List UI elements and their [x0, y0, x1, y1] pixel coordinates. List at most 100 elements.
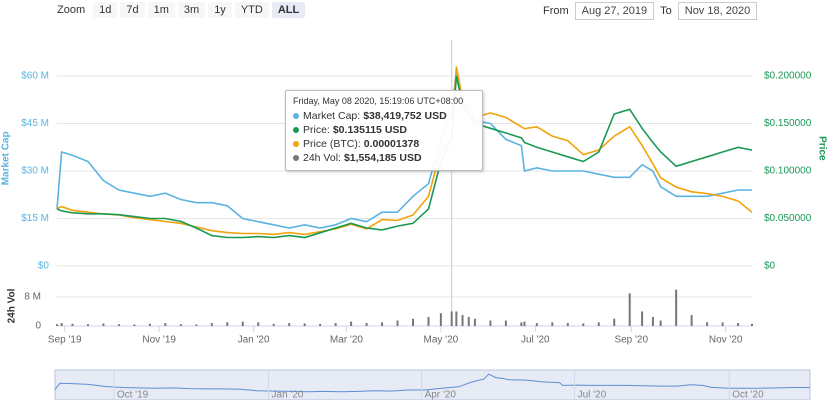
- volume-bar: [179, 324, 182, 326]
- volume-bar: [226, 322, 229, 326]
- volume-bar: [489, 320, 492, 326]
- x-tick-label: Jul '20: [521, 335, 550, 346]
- navigator-label: Jan '20: [272, 390, 304, 400]
- tooltip-row: Price (BTC): 0.00001378: [293, 137, 475, 151]
- vol-tick-label: 8 M: [24, 292, 41, 303]
- volume-bar: [461, 315, 464, 326]
- volume-bar: [241, 321, 244, 326]
- y-tick-label: $0: [38, 261, 50, 272]
- navigator-label: Apr '20: [425, 390, 457, 400]
- volume-bar: [455, 311, 458, 326]
- navigator-label: Jul '20: [578, 390, 607, 400]
- y-tick-label: $60 M: [21, 71, 49, 82]
- volume-bar: [597, 322, 600, 326]
- volume-bar: [613, 318, 616, 326]
- tooltip-name: Market Cap:: [303, 110, 361, 122]
- volume-bar: [721, 322, 724, 326]
- volume-bar: [628, 293, 631, 326]
- zoom-button[interactable]: ALL: [271, 2, 306, 18]
- to-label: To: [660, 5, 672, 17]
- navigator-label: Oct '20: [732, 390, 764, 400]
- volume-bar: [551, 322, 554, 326]
- volume-bar: [56, 324, 58, 326]
- volume-bar: [504, 320, 507, 326]
- volume-bar: [473, 318, 476, 326]
- tooltip-dot: [293, 155, 299, 161]
- zoom-button[interactable]: 1y: [208, 2, 232, 18]
- volume-bar: [71, 323, 74, 326]
- y2-tick-label: $0.100000: [764, 166, 812, 177]
- tooltip-value: 0.00001378: [363, 138, 420, 150]
- volume-bar: [350, 321, 353, 326]
- series-line: [56, 66, 753, 236]
- volume-bar: [381, 322, 384, 326]
- y2-tick-label: $0.200000: [764, 71, 812, 82]
- volume-bar: [133, 324, 136, 326]
- tooltip-dot: [293, 113, 299, 119]
- volume-bar: [164, 323, 167, 326]
- volume-bar: [210, 323, 213, 326]
- tooltip-name: Price (BTC):: [303, 138, 361, 150]
- volume-bar: [582, 323, 585, 326]
- y-axis-title: Market Cap: [1, 131, 12, 185]
- navigator-label: Oct '19: [117, 390, 149, 400]
- y-tick-label: $45 M: [21, 118, 49, 129]
- tooltip-name: 24h Vol:: [303, 152, 341, 164]
- volume-bar: [535, 323, 538, 326]
- volume-bar: [334, 323, 337, 326]
- tooltip-row: Market Cap: $38,419,752 USD: [293, 109, 475, 123]
- volume-bar: [520, 322, 523, 326]
- tooltip-dot: [293, 127, 299, 133]
- volume-bar: [467, 316, 470, 326]
- tooltip: Friday, May 08 2020, 15:19:06 UTC+08:00 …: [285, 90, 483, 171]
- y2-tick-label: $0: [764, 261, 776, 272]
- vol-axis-title: 24h Vol: [7, 288, 18, 323]
- volume-bar: [288, 323, 291, 326]
- zoom-buttons: 1d 7d 1m 3m 1y YTD ALL: [93, 2, 308, 18]
- x-tick-label: Sep '19: [48, 335, 82, 346]
- tooltip-value: $0.135115 USD: [332, 124, 407, 136]
- x-tick-label: May '20: [424, 335, 459, 346]
- volume-bar: [303, 323, 306, 326]
- volume-bar: [117, 324, 120, 326]
- y2-tick-label: $0.150000: [764, 118, 812, 129]
- volume-bar: [523, 321, 526, 326]
- volume-bar: [412, 318, 415, 326]
- zoom-button[interactable]: 1d: [93, 2, 118, 18]
- zoom-button[interactable]: 3m: [177, 2, 206, 18]
- y2-tick-label: $0.050000: [764, 213, 812, 224]
- volume-bar: [651, 316, 654, 326]
- x-tick-label: Nov '19: [142, 335, 176, 346]
- from-input[interactable]: Aug 27, 2019: [574, 2, 655, 20]
- volume-bar: [319, 323, 322, 326]
- to-input[interactable]: Nov 18, 2020: [677, 2, 758, 20]
- volume-bar: [365, 323, 368, 326]
- volume-bar: [706, 322, 709, 326]
- y-tick-label: $30 M: [21, 166, 49, 177]
- volume-bar: [641, 311, 644, 326]
- zoom-button[interactable]: YTD: [234, 2, 269, 18]
- tooltip-value: $1,554,185 USD: [343, 152, 422, 164]
- volume-bar: [148, 323, 151, 326]
- tooltip-value: $38,419,752 USD: [363, 110, 447, 122]
- zoom-label: Zoom: [57, 4, 86, 16]
- x-tick-label: Nov '20: [709, 335, 743, 346]
- volume-bar: [737, 323, 740, 326]
- zoom-button[interactable]: 1m: [147, 2, 175, 18]
- volume-bar: [450, 311, 453, 326]
- volume-bar: [751, 323, 753, 326]
- from-label: From: [543, 5, 569, 17]
- volume-bar: [257, 322, 260, 326]
- volume-bar: [659, 320, 662, 326]
- tooltip-row: Price: $0.135115 USD: [293, 123, 475, 137]
- zoom-button[interactable]: 7d: [120, 2, 145, 18]
- volume-bar: [566, 323, 569, 326]
- volume-bar: [396, 320, 399, 326]
- volume-bar: [690, 315, 693, 326]
- tooltip-title: Friday, May 08 2020, 15:19:06 UTC+08:00: [293, 96, 464, 106]
- navigator-line: [54, 373, 810, 393]
- vol-tick-label: 0: [35, 321, 41, 332]
- x-tick-label: Mar '20: [330, 335, 363, 346]
